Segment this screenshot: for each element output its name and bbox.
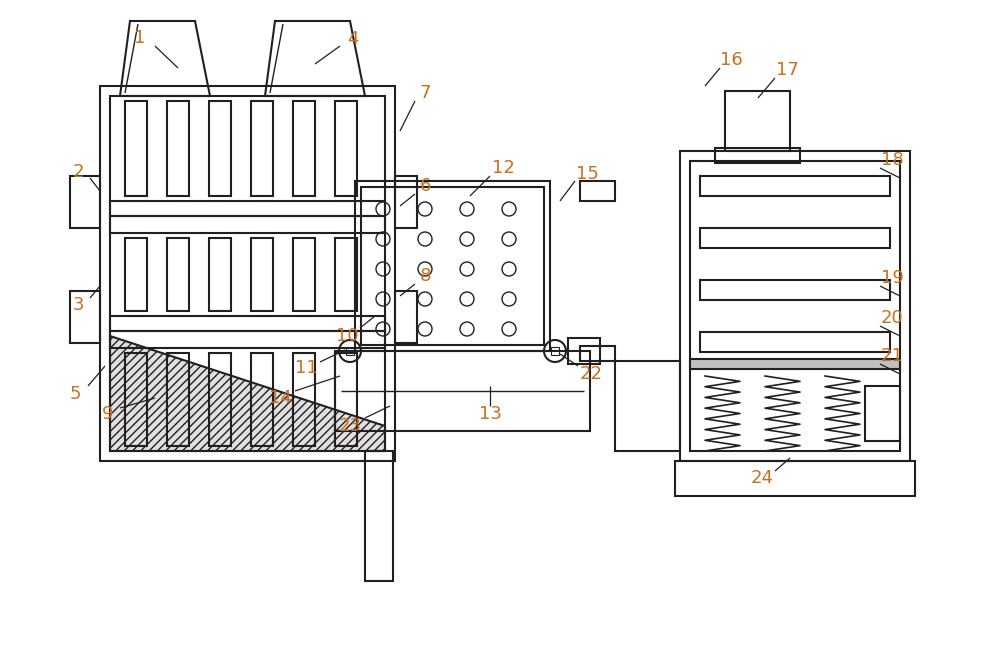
Text: 21: 21 — [881, 347, 903, 365]
Polygon shape — [110, 336, 385, 451]
Text: 7: 7 — [419, 84, 431, 102]
Bar — [690, 359, 900, 369]
Text: 19: 19 — [881, 269, 903, 287]
Text: 24: 24 — [750, 469, 774, 487]
Bar — [167, 101, 189, 196]
Bar — [725, 91, 790, 151]
Bar — [580, 346, 615, 361]
Bar — [700, 176, 890, 196]
Bar — [110, 201, 385, 216]
Bar — [700, 228, 890, 248]
Bar — [209, 101, 231, 196]
Bar — [110, 331, 385, 348]
Bar — [335, 101, 357, 196]
Bar — [125, 238, 147, 311]
Bar — [346, 347, 354, 355]
Bar — [251, 353, 273, 446]
Bar — [568, 338, 600, 364]
Bar — [700, 332, 890, 352]
Bar — [209, 238, 231, 311]
Bar — [293, 353, 315, 446]
Text: 22: 22 — [580, 365, 602, 383]
Bar — [580, 181, 615, 201]
Bar — [251, 101, 273, 196]
Bar — [335, 351, 590, 431]
Text: 11: 11 — [295, 359, 317, 377]
Bar — [690, 161, 900, 451]
Bar — [335, 353, 357, 446]
Bar — [395, 291, 417, 343]
Bar — [361, 187, 544, 345]
Text: 9: 9 — [102, 405, 114, 423]
Text: 12: 12 — [492, 159, 514, 177]
Bar — [110, 316, 385, 331]
Bar — [70, 291, 100, 343]
Bar — [355, 181, 550, 351]
Text: 20: 20 — [881, 309, 903, 327]
Bar — [167, 353, 189, 446]
Bar — [865, 386, 900, 441]
Bar — [293, 238, 315, 311]
Text: 2: 2 — [72, 163, 84, 181]
Text: 15: 15 — [576, 165, 598, 183]
Bar — [209, 353, 231, 446]
Text: 14: 14 — [269, 389, 291, 407]
Bar — [700, 280, 890, 300]
Bar — [251, 238, 273, 311]
Text: 8: 8 — [419, 267, 431, 285]
Text: 13: 13 — [479, 405, 501, 423]
Bar — [680, 151, 910, 461]
Bar — [551, 347, 559, 355]
Text: 1: 1 — [134, 29, 146, 47]
Bar — [335, 238, 357, 311]
Text: 5: 5 — [69, 385, 81, 403]
Bar — [110, 216, 385, 233]
Text: 4: 4 — [347, 30, 359, 48]
Text: 10: 10 — [336, 327, 358, 345]
Bar — [293, 101, 315, 196]
Bar — [395, 176, 417, 228]
Bar — [615, 361, 680, 451]
Text: 3: 3 — [72, 296, 84, 314]
Bar — [110, 96, 385, 451]
Text: 17: 17 — [776, 61, 798, 79]
Bar — [70, 176, 100, 228]
Text: 16: 16 — [720, 51, 742, 69]
Text: 6: 6 — [419, 177, 431, 195]
Bar — [365, 451, 393, 581]
Text: 18: 18 — [881, 151, 903, 169]
Bar — [125, 101, 147, 196]
Bar — [675, 461, 915, 496]
Bar — [125, 353, 147, 446]
Bar — [715, 148, 800, 163]
Text: 23: 23 — [339, 417, 362, 435]
Bar — [167, 238, 189, 311]
Bar — [100, 86, 395, 461]
